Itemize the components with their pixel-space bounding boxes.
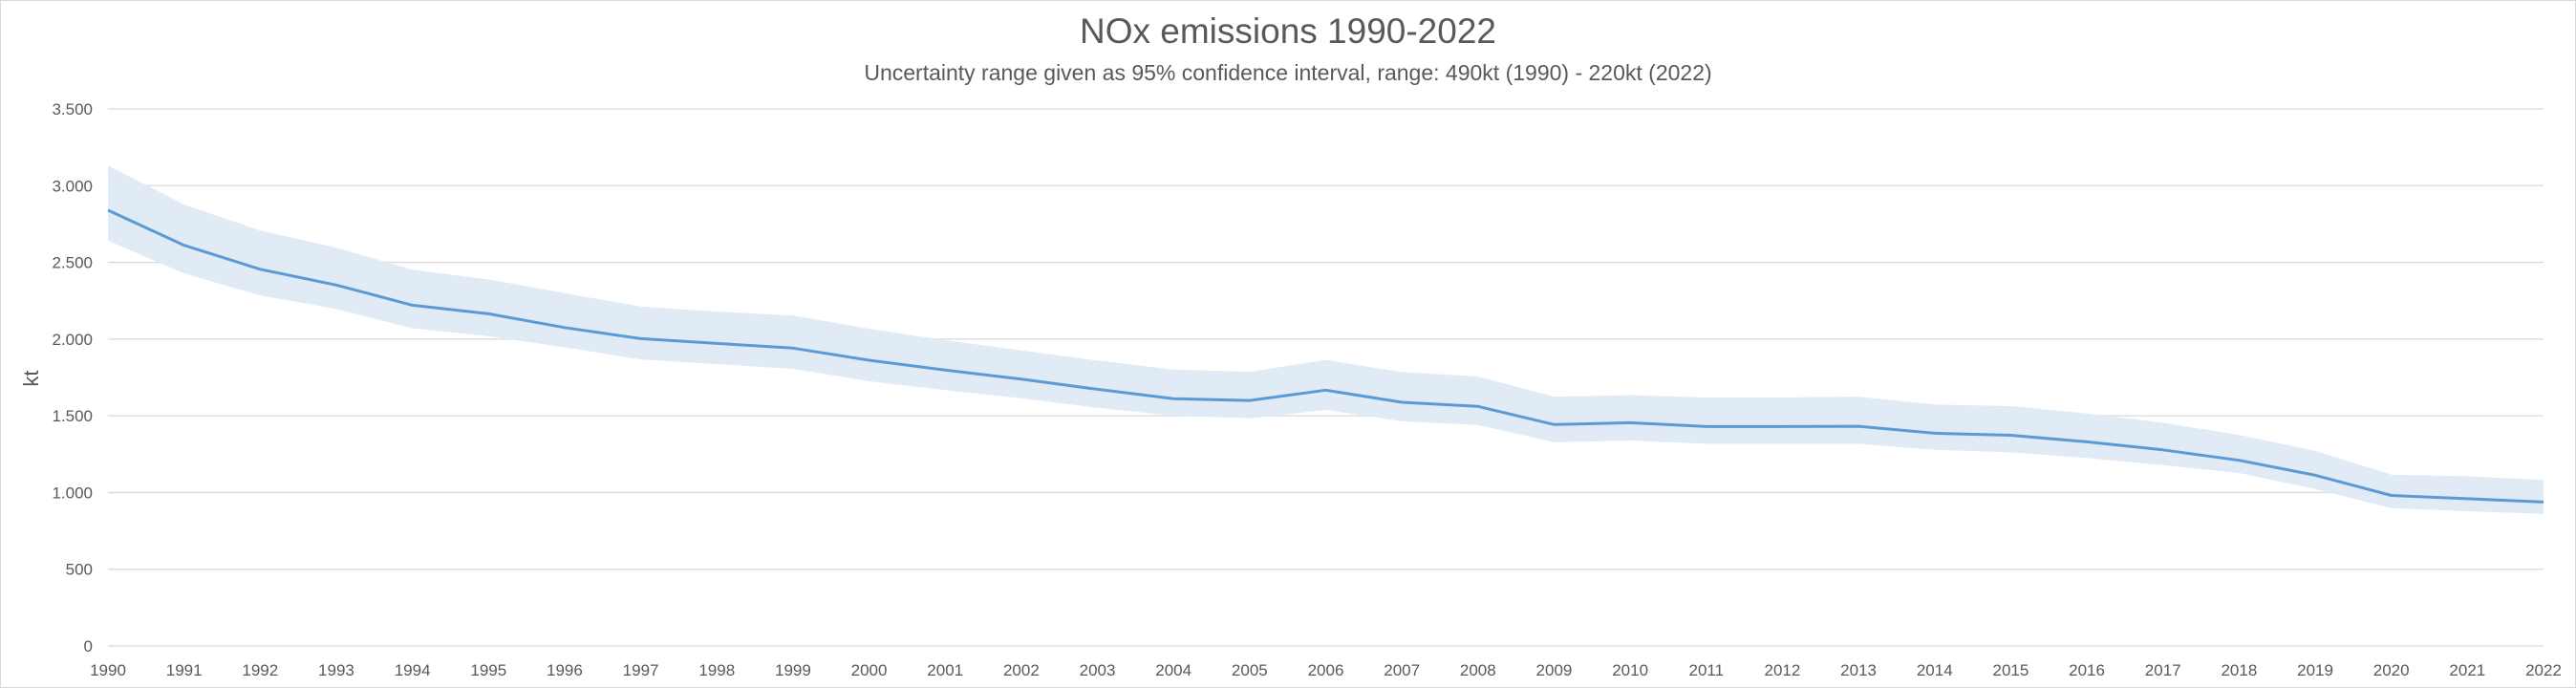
x-tick-label: 2016 xyxy=(2069,661,2105,679)
x-tick-label: 1998 xyxy=(698,661,735,679)
x-tick-label: 2020 xyxy=(2373,661,2410,679)
x-tick-label: 1991 xyxy=(166,661,203,679)
x-tick-label: 2006 xyxy=(1308,661,1344,679)
x-tick-label: 2017 xyxy=(2145,661,2181,679)
x-tick-label: 2013 xyxy=(1840,661,1877,679)
y-tick-label: 2.500 xyxy=(52,254,93,272)
y-tick-label: 500 xyxy=(66,561,93,579)
x-tick-label: 2005 xyxy=(1232,661,1268,679)
x-tick-label: 2022 xyxy=(2525,661,2562,679)
confidence-band xyxy=(108,165,2544,514)
y-tick-label: 1.000 xyxy=(52,484,93,502)
x-tick-label: 1996 xyxy=(547,661,583,679)
emissions-line xyxy=(107,208,2544,504)
chart-title: NOx emissions 1990-2022 xyxy=(1080,11,1496,51)
x-tick-label: 2002 xyxy=(1003,661,1040,679)
x-tick-label: 2010 xyxy=(1612,661,1648,679)
x-tick-label: 2012 xyxy=(1765,661,1801,679)
x-tick-label: 2007 xyxy=(1384,661,1420,679)
x-tick-label: 1994 xyxy=(395,661,431,679)
x-tick-label: 2019 xyxy=(2297,661,2333,679)
x-tick-label: 2004 xyxy=(1155,661,1191,679)
x-tick-label: 2001 xyxy=(927,661,963,679)
x-tick-label: 1992 xyxy=(242,661,278,679)
x-tick-label: 2014 xyxy=(1917,661,1953,679)
y-tick-label: 2.000 xyxy=(52,331,93,349)
chart-subtitle: Uncertainty range given as 95% confidenc… xyxy=(864,60,1712,85)
x-tick-label: 1997 xyxy=(623,661,659,679)
x-tick-label: 1999 xyxy=(775,661,811,679)
x-tick-label: 2011 xyxy=(1689,661,1725,679)
x-tick-label: 1990 xyxy=(90,661,126,679)
y-tick-label: 0 xyxy=(84,637,93,656)
x-tick-label: 2009 xyxy=(1536,661,1573,679)
gridlines xyxy=(108,108,2544,647)
x-tick-label: 2008 xyxy=(1460,661,1496,679)
x-tick-label: 2000 xyxy=(851,661,888,679)
x-tick-label: 2015 xyxy=(1992,661,2029,679)
y-axis-ticks: 0 500 1.000 1.500 2.000 2.500 3.000 3.500 xyxy=(52,100,93,656)
x-tick-label: 2018 xyxy=(2221,661,2257,679)
x-axis-ticks: 1990 1991 1992 1993 1994 1995 1996 1997 1998 1999… xyxy=(90,661,2562,679)
x-tick-label: 2021 xyxy=(2449,661,2485,679)
x-tick-label: 1995 xyxy=(470,661,506,679)
y-tick-label: 1.500 xyxy=(52,407,93,425)
x-tick-label: 2003 xyxy=(1080,661,1116,679)
y-tick-label: 3.000 xyxy=(52,177,93,195)
y-axis-label: kt xyxy=(19,370,43,386)
y-tick-label: 3.500 xyxy=(52,100,93,118)
x-tick-label: 1993 xyxy=(318,661,354,679)
